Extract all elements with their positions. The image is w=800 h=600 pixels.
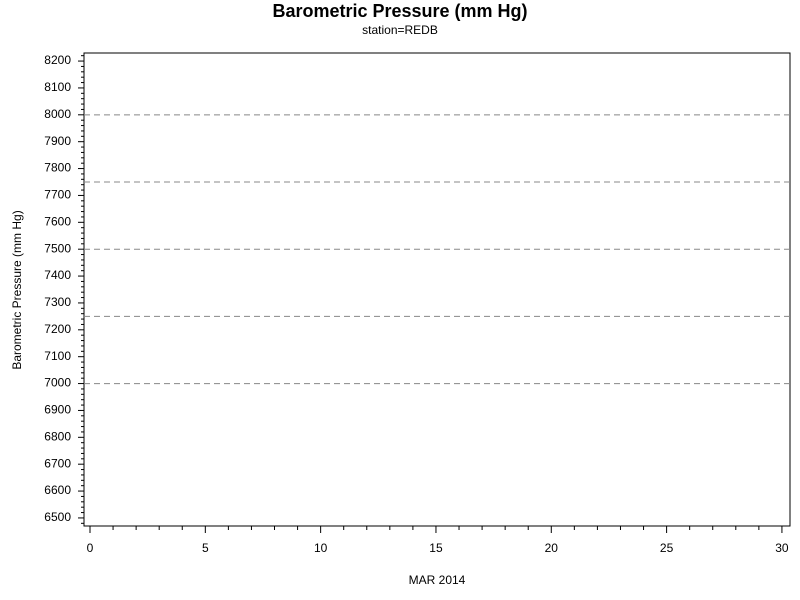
y-tick-label: 7800	[44, 161, 71, 175]
y-axis-label: Barometric Pressure (mm Hg)	[10, 210, 24, 369]
chart-subtitle: station=REDB	[362, 23, 438, 37]
x-tick-label: 10	[314, 541, 328, 555]
y-tick-label: 7600	[44, 214, 71, 228]
y-tick-label: 7900	[44, 134, 71, 148]
y-tick-label: 7500	[44, 241, 71, 255]
x-tick-label: 25	[660, 541, 674, 555]
y-tick-label: 6800	[44, 429, 71, 443]
y-tick-label: 6500	[44, 510, 71, 524]
chart-title: Barometric Pressure (mm Hg)	[272, 1, 527, 21]
y-tick-label: 8200	[44, 53, 71, 67]
y-tick-label: 7300	[44, 295, 71, 309]
y-tick-label: 6900	[44, 403, 71, 417]
x-tick-label: 15	[429, 541, 443, 555]
y-tick-label: 8000	[44, 107, 71, 121]
x-axis-label: MAR 2014	[409, 573, 466, 587]
y-tick-label: 8100	[44, 80, 71, 94]
y-tick-label: 7100	[44, 349, 71, 363]
x-tick-label: 30	[775, 541, 789, 555]
y-tick-label: 7400	[44, 268, 71, 282]
y-tick-label: 7200	[44, 322, 71, 336]
x-tick-label: 5	[202, 541, 209, 555]
y-tick-label: 7000	[44, 376, 71, 390]
x-tick-label: 0	[87, 541, 94, 555]
y-tick-label: 7700	[44, 188, 71, 202]
x-tick-label: 20	[545, 541, 559, 555]
y-tick-label: 6600	[44, 483, 71, 497]
plot-frame	[83, 52, 791, 527]
y-tick-label: 6700	[44, 456, 71, 470]
